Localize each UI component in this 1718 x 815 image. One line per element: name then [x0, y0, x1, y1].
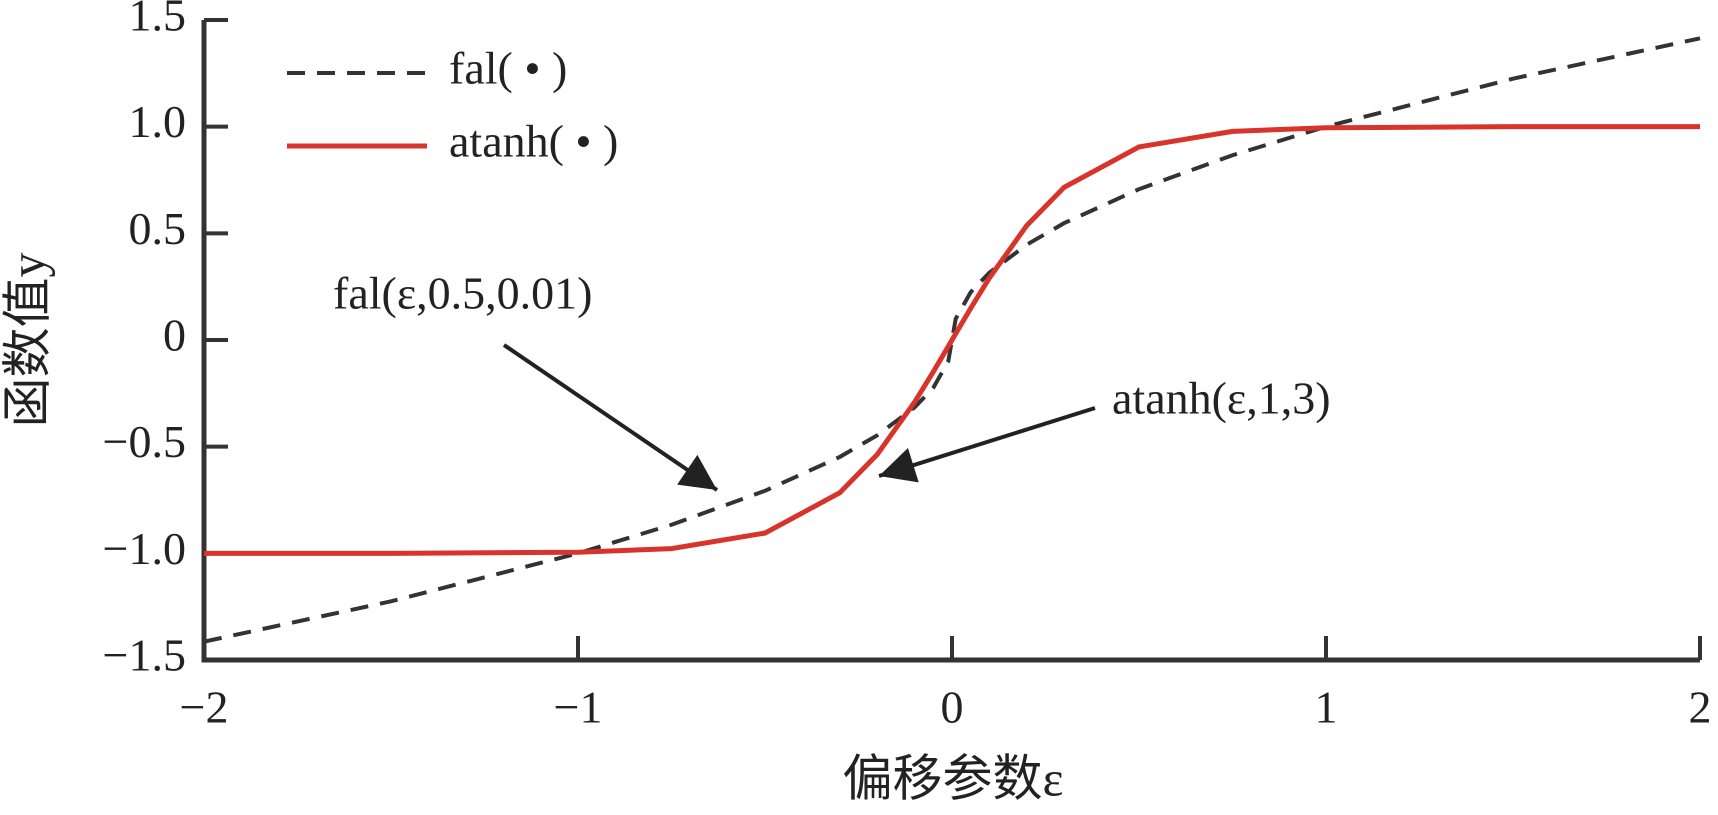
y-tick-label: −1.5 [103, 630, 186, 681]
y-tick-label: 0 [163, 310, 186, 361]
y-tick-label: 1.0 [129, 96, 187, 147]
x-tick-label: 1 [1315, 682, 1338, 733]
y-tick-label: 0.5 [129, 203, 187, 254]
series-line [204, 124, 1700, 556]
legend-label: fal( • ) [449, 43, 567, 94]
y-tick-label: 1.5 [129, 0, 187, 41]
x-tick-label: −2 [180, 682, 229, 733]
x-axis-label: 偏移参数ε [843, 750, 1064, 806]
axis-line [201, 20, 1700, 663]
annotation-arrow [878, 406, 1096, 483]
x-tick-label: −1 [554, 682, 603, 733]
y-tick-label: −1.0 [103, 523, 186, 574]
series-line [203, 36, 1701, 644]
y-tick-label: −0.5 [103, 416, 186, 467]
x-tick-label: 0 [941, 682, 964, 733]
annotation: atanh(ε,1,3) [1112, 373, 1331, 424]
x-tick-label: 2 [1689, 682, 1712, 733]
annotation-arrow [502, 343, 719, 492]
legend-label: atanh( • ) [449, 116, 618, 167]
y-axis-label: 函数值y [0, 253, 55, 428]
annotation: fal(ε,0.5,0.01) [333, 268, 592, 319]
